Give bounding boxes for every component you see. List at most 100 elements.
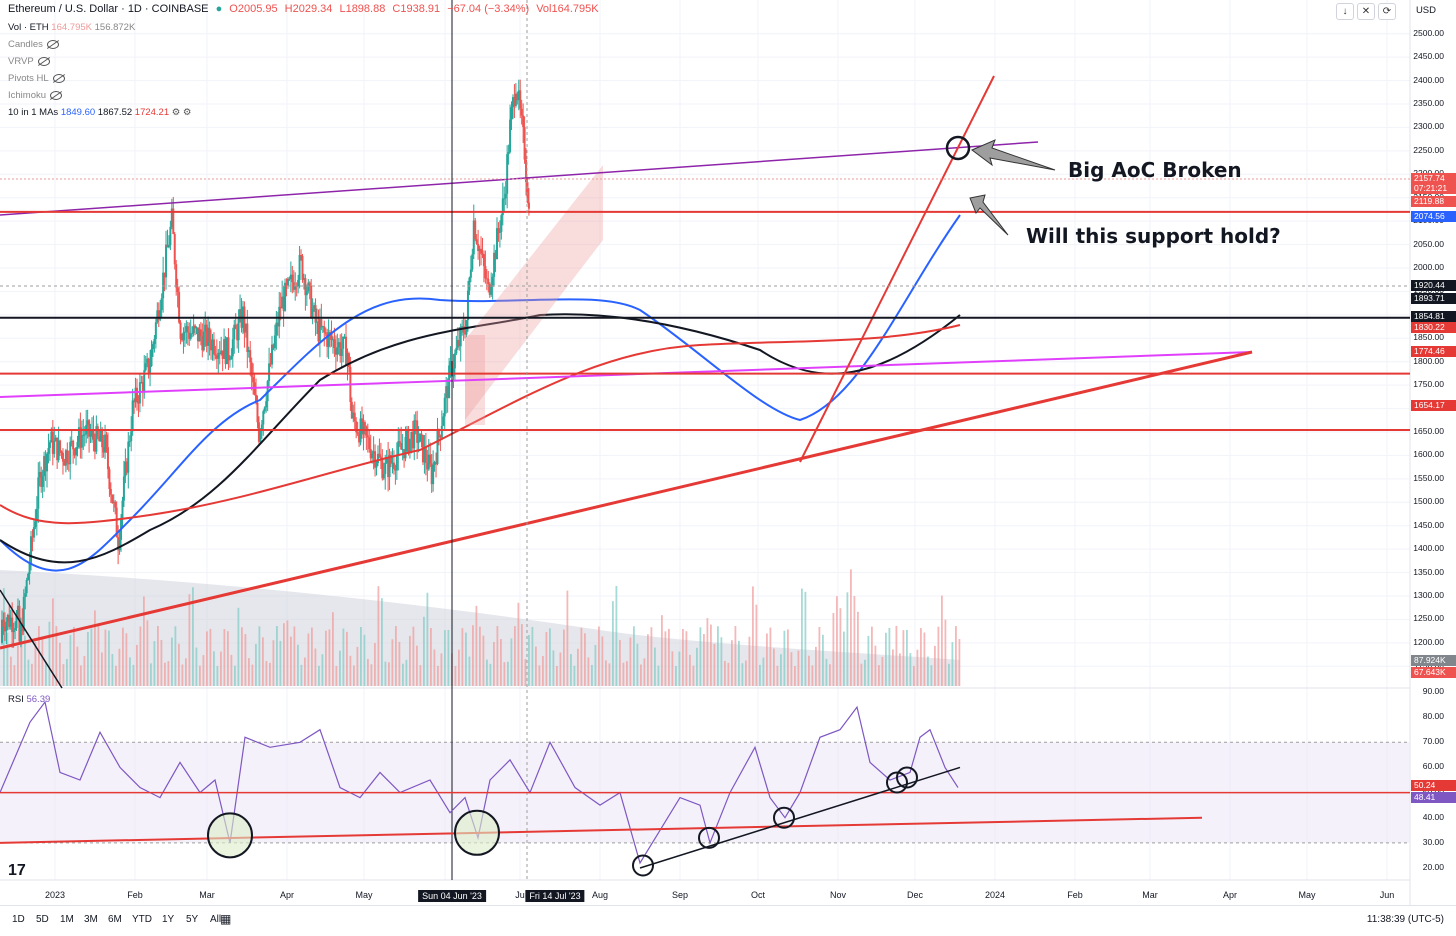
vrvp-indicator[interactable]: VRVP [8,56,50,67]
refresh-icon[interactable]: ⟳ [1378,3,1396,20]
mas-indicator[interactable]: 10 in 1 MAs 1849.60 1867.52 1724.21 ⚙ ⚙ [8,107,191,118]
candle-body [6,615,9,622]
ichimoku-indicator[interactable]: Ichimoku [8,90,63,101]
ma-value-3: 1724.21 [134,107,170,118]
candle-body [32,527,35,538]
chart-header: Ethereum / U.S. Dollar · 1D · COINBASE ●… [8,3,603,15]
candle-body [44,456,47,472]
rsi-header[interactable]: RSI 56.39 [8,694,50,705]
arrow-down-icon[interactable]: ↓ [1336,3,1354,20]
volume-bar [332,612,334,686]
volume-bar [678,651,681,686]
range-button-1d[interactable]: 1D [12,914,25,925]
candles-indicator[interactable]: Candles [8,39,59,50]
candle-body [252,377,255,383]
volume-bar [454,665,457,686]
candle-body [137,401,140,404]
clock[interactable]: 11:38:39 (UTC-5) [1366,914,1444,925]
candle-body [381,459,384,479]
volume-bar [930,665,933,686]
range-button-5y[interactable]: 5Y [186,914,199,925]
candle-body [194,325,197,328]
candle-body [59,440,62,452]
volume-bar [20,626,23,686]
volume-bar [83,655,86,686]
ohlc-change: −67.04 (−3.34%) [447,3,530,15]
candle-body [506,154,509,194]
volume-bar [577,648,579,686]
time-axis-label: Mar [1142,890,1158,900]
currency-label[interactable]: USD [1415,5,1436,16]
tradingview-logo[interactable]: 17 [8,862,26,879]
vol-indicator[interactable]: Vol · ETH 164.795K 156.872K [8,22,135,33]
collapse-icon[interactable]: ✕ [1357,3,1375,20]
price-axis-label: 1350.00 [1413,566,1444,577]
calendar-icon[interactable]: ▦ [220,912,232,926]
hidden-eye-icon[interactable] [50,90,63,100]
hidden-eye-icon[interactable] [52,73,65,83]
candle-body [104,434,107,453]
candle-body [199,329,202,337]
ma-value-1: 1849.60 [60,107,96,118]
candle-body [511,97,514,108]
candle-body [417,441,420,443]
candle-body [271,344,273,365]
candle-body [128,441,131,443]
symbol-title[interactable]: Ethereum / U.S. Dollar · 1D · COINBASE [8,3,209,15]
volume-bar [262,637,264,686]
volume-bar [90,628,93,686]
range-button-1m[interactable]: 1M [60,914,74,925]
candle-body [308,282,311,286]
arrow-icon [971,139,1056,171]
volume-bar [549,628,551,686]
candle-body [269,363,272,365]
candle-body [385,457,388,463]
hidden-eye-icon[interactable] [46,39,59,49]
range-button-1y[interactable]: 1Y [162,914,175,925]
volume-bar [395,626,397,686]
candle-body [211,339,214,351]
volume-bar [241,627,243,686]
volume-bar [503,662,506,686]
candle-body [144,363,147,371]
candle-body [247,350,250,353]
candle-body [456,339,459,348]
range-button-ytd[interactable]: YTD [132,914,152,925]
range-button-6m[interactable]: 6M [108,914,122,925]
volume-bar [524,659,527,686]
volume-bar [66,659,68,686]
volume-bar [153,641,156,686]
range-button-3m[interactable]: 3M [84,914,98,925]
rsi-circle [632,854,654,877]
volume-bar [55,626,58,686]
candle-body [154,322,157,339]
candle-body [487,278,490,284]
settings-icon[interactable]: ⚙ ⚙ [171,107,192,118]
volume-bar [724,660,726,686]
volume-bar [661,615,663,686]
volume-bar [160,639,163,686]
candle-body [305,291,308,296]
volume-bar [440,653,443,686]
volume-bar [521,624,523,686]
candle-body [165,244,168,278]
pivots-indicator[interactable]: Pivots HL [8,73,65,84]
volume-bar [437,665,439,686]
hidden-eye-icon[interactable] [37,56,50,66]
volume-bar [913,665,915,686]
price-tag: 2119.88 [1411,196,1456,207]
candle-body [169,226,172,246]
time-axis-label: May [1298,890,1316,900]
volume-bar [622,662,625,686]
candle-body [244,323,247,333]
volume-bar [181,664,184,686]
candle-body [95,426,98,452]
price-axis-label: 2300.00 [1413,121,1444,132]
range-button-5d[interactable]: 5D [36,914,49,925]
volume-bar [608,663,611,686]
candle-body [453,353,456,369]
range-button-all[interactable]: All [210,914,222,925]
volume-bar [356,646,359,686]
candle-body [398,441,401,444]
